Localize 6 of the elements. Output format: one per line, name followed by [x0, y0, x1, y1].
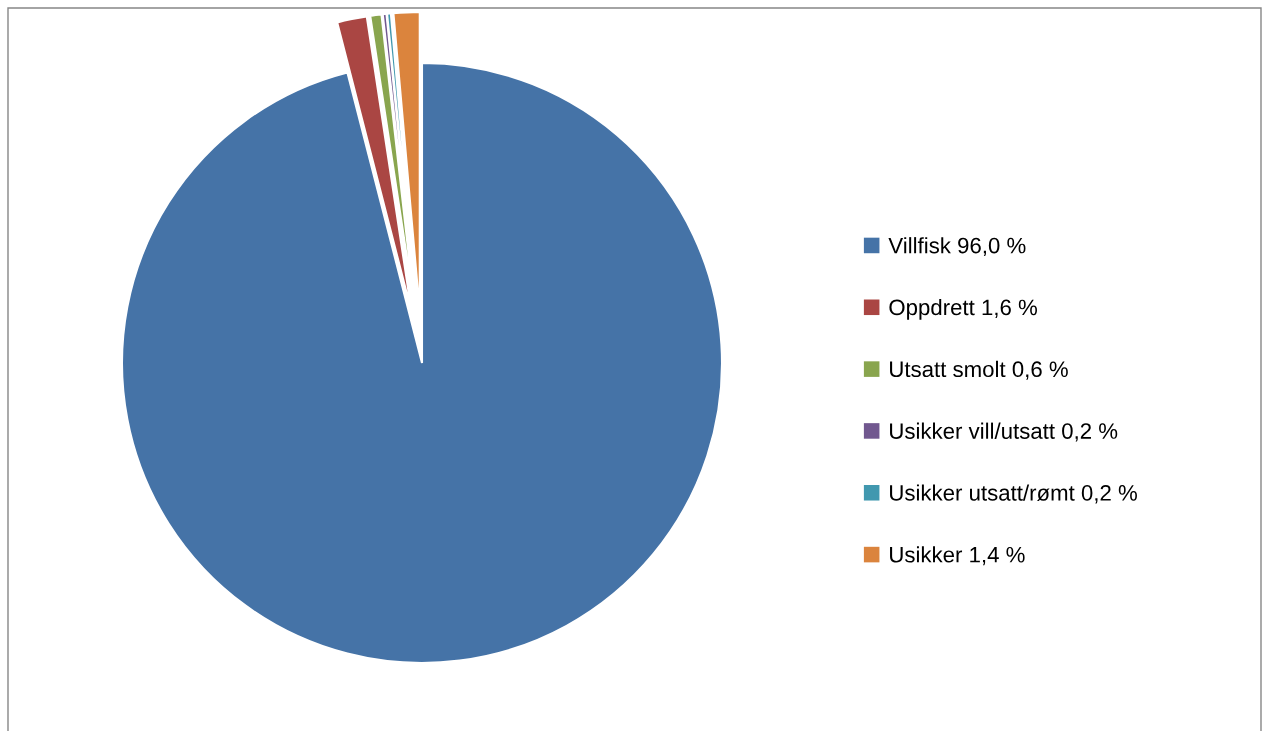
legend-label: Usikker vill/utsatt 0,2 %	[890, 422, 1118, 442]
legend-label: Oppdrett 1,6 %	[889, 298, 1038, 320]
legend-label: Villfisk 96,0 %	[888, 237, 1026, 257]
legend-label: Usikker 1,4 %	[890, 546, 1025, 566]
legend-label: Usikker utsatt/rømt 0,2 %	[890, 484, 1137, 504]
legend-label: Utsatt smolt 0,6 %	[890, 360, 1068, 380]
